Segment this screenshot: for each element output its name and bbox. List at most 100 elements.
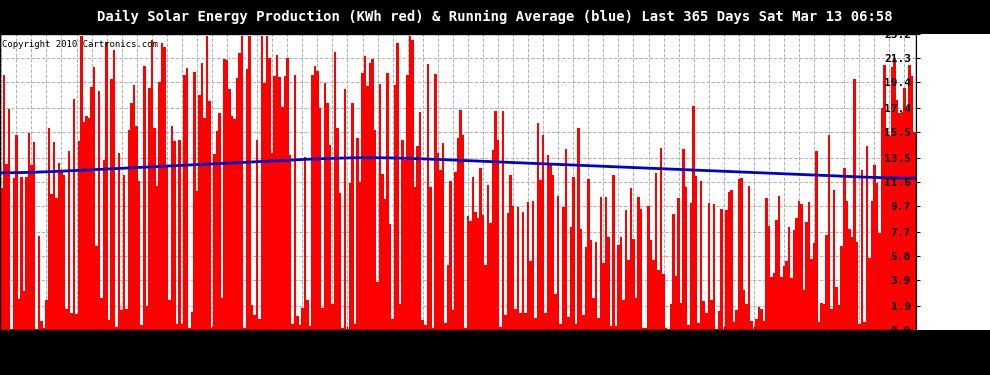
Bar: [173, 141, 175, 330]
Bar: [662, 274, 665, 330]
Bar: [324, 82, 326, 330]
Bar: [489, 224, 492, 330]
Bar: [833, 189, 836, 330]
Bar: [752, 329, 755, 330]
Bar: [449, 180, 451, 330]
Bar: [13, 178, 15, 330]
Bar: [369, 63, 371, 330]
Bar: [123, 175, 126, 330]
Bar: [246, 69, 248, 330]
Bar: [762, 321, 765, 330]
Bar: [231, 116, 234, 330]
Bar: [728, 192, 730, 330]
Bar: [750, 321, 752, 330]
Bar: [103, 160, 105, 330]
Bar: [600, 197, 602, 330]
Bar: [208, 102, 211, 330]
Bar: [780, 277, 783, 330]
Bar: [351, 102, 353, 330]
Bar: [193, 72, 196, 330]
Bar: [888, 136, 891, 330]
Bar: [733, 322, 736, 330]
Bar: [532, 201, 535, 330]
Bar: [203, 118, 206, 330]
Bar: [263, 83, 266, 330]
Bar: [170, 126, 173, 330]
Bar: [850, 237, 853, 330]
Bar: [848, 230, 850, 330]
Bar: [239, 53, 241, 330]
Bar: [660, 148, 662, 330]
Bar: [590, 240, 592, 330]
Bar: [803, 290, 805, 330]
Bar: [414, 187, 417, 330]
Bar: [821, 303, 823, 330]
Bar: [88, 118, 90, 330]
Bar: [471, 177, 474, 330]
Bar: [3, 75, 5, 330]
Bar: [311, 75, 314, 330]
Bar: [261, 36, 263, 330]
Bar: [509, 175, 512, 330]
Bar: [342, 328, 344, 330]
Bar: [281, 108, 283, 330]
Bar: [188, 328, 191, 330]
Bar: [654, 173, 657, 330]
Bar: [896, 100, 898, 330]
Bar: [670, 304, 672, 330]
Bar: [407, 75, 409, 330]
Bar: [163, 47, 165, 330]
Bar: [775, 220, 778, 330]
Bar: [57, 163, 60, 330]
Bar: [520, 313, 522, 330]
Bar: [424, 325, 427, 330]
Bar: [665, 328, 667, 330]
Bar: [301, 308, 304, 330]
Bar: [316, 70, 319, 330]
Bar: [741, 178, 742, 330]
Bar: [268, 58, 271, 330]
Bar: [361, 74, 363, 330]
Bar: [883, 65, 886, 330]
Bar: [720, 209, 723, 330]
Bar: [353, 324, 356, 330]
Bar: [337, 128, 339, 330]
Bar: [111, 79, 113, 330]
Bar: [718, 311, 720, 330]
Bar: [8, 110, 10, 330]
Bar: [67, 151, 70, 330]
Bar: [25, 177, 28, 330]
Bar: [723, 329, 725, 330]
Bar: [133, 84, 136, 330]
Bar: [698, 323, 700, 330]
Bar: [647, 206, 649, 330]
Bar: [379, 84, 381, 330]
Bar: [451, 309, 454, 330]
Bar: [607, 237, 610, 330]
Bar: [544, 313, 546, 330]
Bar: [635, 298, 638, 330]
Bar: [191, 312, 193, 330]
Bar: [906, 107, 908, 330]
Bar: [236, 78, 239, 330]
Bar: [329, 146, 332, 330]
Bar: [535, 318, 537, 330]
Bar: [845, 201, 848, 330]
Bar: [376, 282, 379, 330]
Bar: [90, 87, 93, 330]
Bar: [153, 128, 155, 330]
Bar: [160, 43, 163, 330]
Bar: [299, 325, 301, 330]
Bar: [201, 63, 203, 330]
Bar: [667, 329, 670, 330]
Bar: [617, 246, 620, 330]
Bar: [85, 116, 88, 330]
Bar: [80, 36, 83, 330]
Bar: [427, 64, 429, 330]
Bar: [113, 50, 116, 330]
Bar: [105, 42, 108, 330]
Bar: [770, 277, 773, 330]
Bar: [150, 40, 153, 330]
Bar: [148, 88, 150, 330]
Bar: [901, 112, 903, 330]
